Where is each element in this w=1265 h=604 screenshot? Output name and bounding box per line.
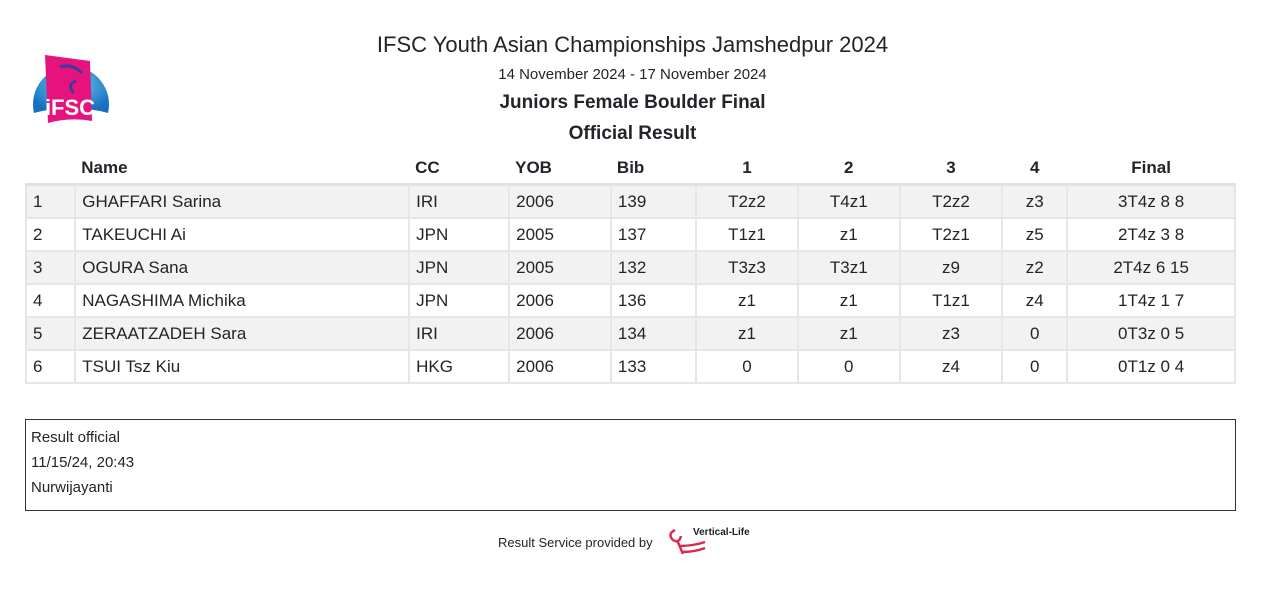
table-cell: z4 [1001,283,1069,318]
table-cell: OGURA Sana [74,250,411,285]
table-row: 6 TSUI Tsz Kiu HKG 2006 133 0 0 z4 0 0T1z 0 4 [24,349,1236,384]
table-cell: 139 [609,183,698,219]
column-header [26,152,76,186]
table-cell: T1z1 [898,283,1004,318]
table-cell: 2006 [508,183,612,219]
table-cell: z1 [796,217,901,252]
column-header: Name [75,152,410,186]
result-status: Official Result [568,123,697,144]
table-cell: 0T3z 0 5 [1066,316,1236,351]
table-cell: z4 [898,349,1004,384]
column-header: YOB [509,152,611,186]
table-cell: 1T4z 1 7 [1066,283,1236,318]
table-cell: 0T1z 0 4 [1066,349,1236,384]
table-header: Name CC YOB Bib 1 2 3 4 Final [26,152,1235,186]
table-cell: TAKEUCHI Ai [74,217,411,252]
table-cell: 133 [609,349,698,384]
table-row: 1 GHAFFARI Sarina IRI 2006 139 T2z2 T4z1 T2z2 z3… [24,183,1236,219]
table-cell: z5 [1001,217,1069,252]
table-cell: z3 [1001,183,1069,219]
table-cell: 2005 [508,250,612,285]
table-cell: 132 [609,250,698,285]
event-dates: 14 November 2024 - 17 November 2024 [498,66,767,83]
column-header: CC [409,152,510,186]
table-cell: 2006 [508,283,612,318]
event-title: IFSC Youth Asian Championships Jamshedpu… [376,32,889,57]
table-cell: TSUI Tsz Kiu [74,349,411,384]
table-cell: 2006 [508,316,612,351]
table-cell: z1 [796,283,901,318]
table-cell: 3 [24,250,77,285]
category-title: Juniors Female Boulder Final [499,92,766,113]
table-cell: 137 [609,217,698,252]
table-cell: T2z1 [898,217,1004,252]
table-cell: 5 [24,316,77,351]
table-cell: 134 [609,316,698,351]
table-cell: 2005 [508,217,612,252]
result-info-box: Result official 11/15/24, 20:43 Nurwijay… [25,419,1236,511]
table-cell: T2z2 [898,183,1004,219]
table-cell: IRI [408,183,511,219]
result-timestamp: 11/15/24, 20:43 [31,454,135,471]
table-cell: z9 [898,250,1004,285]
table-cell: z3 [898,316,1004,351]
table-cell: IRI [408,316,511,351]
column-header: Final [1067,152,1235,186]
table-cell: 136 [609,283,698,318]
table-cell: HKG [408,349,511,384]
table-cell: 2006 [508,349,612,384]
table-row: 3 OGURA Sana JPN 2005 132 T3z3 T3z1 z9 z2 2T4z 6 … [24,250,1236,285]
table-cell: T1z1 [695,217,799,252]
results-table: Name CC YOB Bib 1 2 3 4 Final 1 GHAFFARI Sarina IR… [24,152,1236,384]
table-cell: GHAFFARI Sarina [74,183,411,219]
svg-text:iFSC: iFSC [45,95,95,120]
table-cell: T2z2 [695,183,799,219]
table-row: 4 NAGASHIMA Michika JPN 2006 136 z1 z1 T1z1 z4 1T… [24,283,1236,318]
table-cell: 0 [1001,349,1069,384]
table-cell: z2 [1001,250,1069,285]
table-row: 2 TAKEUCHI Ai JPN 2005 137 T1z1 z1 T2z1 z5 2T4z 3… [24,217,1236,252]
table-cell: 3T4z 8 8 [1066,183,1236,219]
column-header: 2 [797,152,900,186]
result-official-name: Nurwijayanti [31,479,113,496]
column-header: 1 [696,152,798,186]
table-cell: 0 [796,349,901,384]
table-cell: NAGASHIMA Michika [74,283,411,318]
table-cell: 0 [695,349,799,384]
table-cell: 0 [1001,316,1069,351]
table-cell: z1 [695,316,799,351]
column-header: 3 [899,152,1003,186]
column-header: Bib [610,152,697,186]
table-cell: JPN [408,283,511,318]
column-header: 4 [1002,152,1068,186]
table-cell: 1 [24,183,77,219]
footer-text: Result Service provided by [498,535,653,550]
svg-text:Vertical-Life: Vertical-Life [693,527,750,538]
table-cell: z1 [695,283,799,318]
table-cell: ZERAATZADEH Sara [74,316,411,351]
table-row: 5 ZERAATZADEH Sara IRI 2006 134 z1 z1 z3 0 0T3z 0… [24,316,1236,351]
table-cell: 2T4z 6 15 [1066,250,1236,285]
table-cell: 4 [24,283,77,318]
result-official-label: Result official [31,429,120,446]
table-cell: JPN [408,250,511,285]
table-cell: 2 [24,217,77,252]
vertical-life-logo: Vertical-Life [669,527,750,555]
table-cell: 2T4z 3 8 [1066,217,1236,252]
table-cell: 6 [24,349,77,384]
ifsc-logo: iFSC [33,55,109,123]
table-cell: T3z3 [695,250,799,285]
table-cell: T3z1 [796,250,901,285]
table-cell: z1 [796,316,901,351]
table-cell: T4z1 [796,183,901,219]
table-cell: JPN [408,217,511,252]
